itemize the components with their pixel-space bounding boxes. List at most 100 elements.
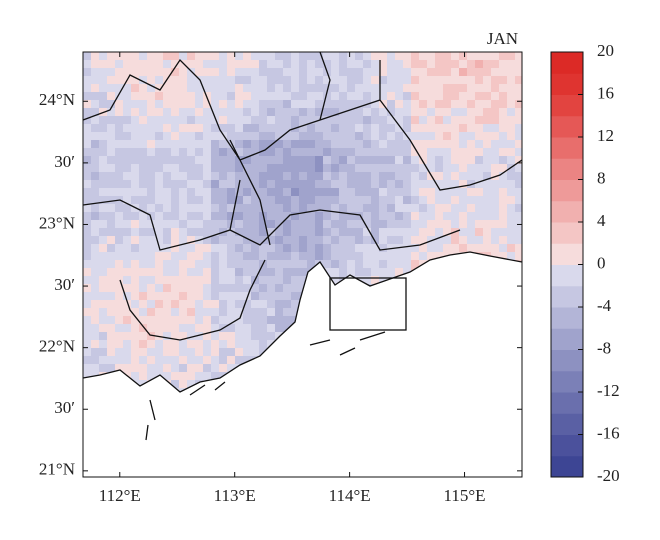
field-cell <box>483 364 491 372</box>
field-cell <box>491 372 499 380</box>
field-cell <box>235 252 243 260</box>
field-cell <box>179 204 187 212</box>
field-cell <box>211 428 219 436</box>
field-cell <box>243 460 251 468</box>
field-cell <box>267 404 275 412</box>
field-cell <box>315 172 323 180</box>
field-cell <box>267 180 275 188</box>
field-cell <box>203 460 211 468</box>
field-cell <box>203 228 211 236</box>
field-cell <box>107 172 115 180</box>
field-cell <box>259 100 267 108</box>
field-cell <box>395 116 403 124</box>
field-cell <box>147 276 155 284</box>
field-cell <box>139 444 147 452</box>
field-cell <box>387 140 395 148</box>
field-cell <box>307 164 315 172</box>
y-tick-label: 30′ <box>54 275 75 294</box>
field-cell <box>291 188 299 196</box>
field-cell <box>507 372 515 380</box>
field-cell <box>179 108 187 116</box>
field-cell <box>187 228 195 236</box>
field-cell <box>355 308 363 316</box>
field-cell <box>211 100 219 108</box>
field-cell <box>251 340 259 348</box>
field-cell <box>99 284 107 292</box>
field-cell <box>155 164 163 172</box>
field-cell <box>131 300 139 308</box>
field-cell <box>379 84 387 92</box>
field-cell <box>115 60 123 68</box>
field-cell <box>283 228 291 236</box>
field-cell <box>315 100 323 108</box>
field-cell <box>323 212 331 220</box>
field-cell <box>475 140 483 148</box>
field-cell <box>219 388 227 392</box>
field-cell <box>123 436 131 444</box>
field-cell <box>283 396 291 404</box>
field-cell <box>259 228 267 236</box>
field-cell <box>331 396 339 404</box>
field-cell <box>139 388 147 392</box>
field-cell <box>475 380 483 388</box>
field-cell <box>387 340 395 348</box>
field-cell <box>283 108 291 116</box>
field-cell <box>507 284 515 292</box>
field-cell <box>195 156 203 164</box>
field-cell <box>419 284 427 292</box>
field-cell <box>243 252 251 260</box>
field-cell <box>515 188 522 196</box>
field-cell <box>243 436 251 444</box>
field-cell <box>459 180 467 188</box>
field-cell <box>499 276 507 284</box>
field-cell <box>323 356 331 364</box>
field-cell <box>227 284 235 292</box>
field-cell <box>227 444 235 452</box>
field-cell <box>379 132 387 140</box>
field-cell <box>131 124 139 132</box>
field-cell <box>251 148 259 156</box>
field-cell <box>435 180 443 188</box>
field-cell <box>203 436 211 444</box>
field-cell <box>331 380 339 388</box>
field-cell <box>283 148 291 156</box>
field-cell <box>283 172 291 180</box>
field-cell <box>395 356 403 364</box>
field-cell <box>235 124 243 132</box>
field-cell <box>467 196 475 204</box>
field-cell <box>307 140 315 148</box>
field-cell <box>275 356 283 364</box>
colorbar-band <box>551 222 583 244</box>
field-cell <box>107 292 115 300</box>
field-cell <box>195 52 203 60</box>
field-cell <box>299 420 307 428</box>
field-cell <box>363 436 371 444</box>
field-cell <box>403 180 411 188</box>
field-cell <box>363 140 371 148</box>
field-cell <box>419 132 427 140</box>
field-cell <box>251 428 259 436</box>
field-cell <box>171 100 179 108</box>
field-cell <box>179 324 187 332</box>
field-cell <box>251 108 259 116</box>
field-cell <box>315 84 323 92</box>
field-cell <box>83 332 91 340</box>
field-cell <box>259 148 267 156</box>
field-cell <box>395 292 403 300</box>
field-cell <box>427 244 435 252</box>
field-cell <box>427 228 435 236</box>
field-cell <box>139 284 147 292</box>
field-cell <box>195 452 203 460</box>
field-cell <box>195 428 203 436</box>
field-cell <box>299 108 307 116</box>
field-cell <box>347 324 355 332</box>
field-cell <box>291 420 299 428</box>
field-cell <box>235 388 243 392</box>
field-cell <box>155 140 163 148</box>
field-cell <box>403 100 411 108</box>
field-cell <box>139 204 147 212</box>
field-cell <box>203 412 211 420</box>
field-cell <box>459 84 467 92</box>
field-cell <box>275 380 283 388</box>
field-cell <box>203 340 211 348</box>
